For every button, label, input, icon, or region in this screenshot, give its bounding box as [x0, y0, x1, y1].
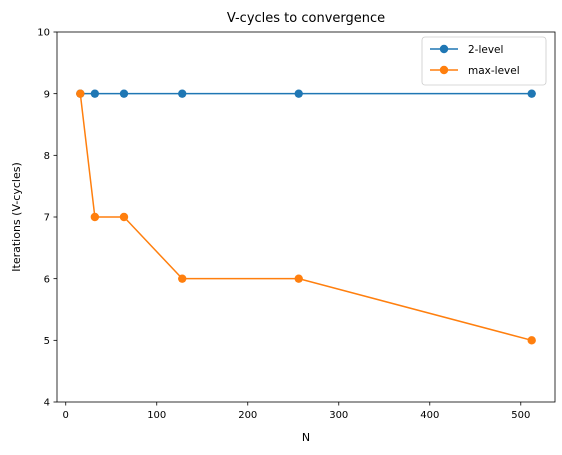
x-tick-label: 500	[511, 410, 530, 421]
axes	[56, 31, 556, 403]
legend-marker	[439, 65, 449, 75]
x-tick-label: 100	[147, 410, 166, 421]
data-point	[90, 89, 100, 98]
x-tick-label: 0	[63, 410, 69, 421]
x-tick-label: 400	[420, 410, 439, 421]
legend-marker	[439, 44, 449, 54]
plot-area	[76, 89, 536, 345]
data-point	[527, 336, 536, 345]
y-tick-label: 8	[44, 151, 50, 162]
x-axis-label: N	[302, 431, 310, 444]
legend-label: max-level	[468, 65, 520, 77]
plot-frame	[56, 31, 556, 403]
x-tick-label: 200	[238, 410, 257, 421]
legend-label: 2-level	[468, 44, 503, 56]
x-tick-label: 300	[329, 410, 348, 421]
data-point	[119, 212, 129, 222]
y-tick-label: 10	[37, 28, 50, 39]
y-tick-label: 5	[44, 336, 50, 347]
data-point	[527, 89, 536, 98]
y-tick-label: 7	[44, 213, 50, 224]
series-line-2	[79, 93, 532, 342]
data-point	[76, 89, 85, 98]
x-axis-ticks: 0 100 200 300 400 500	[63, 402, 530, 421]
data-point	[178, 274, 187, 283]
data-point	[119, 89, 129, 98]
data-point	[178, 89, 187, 98]
data-point	[294, 274, 303, 283]
y-axis-label: Iterations (V-cycles)	[10, 162, 23, 271]
y-tick-label: 6	[44, 274, 50, 285]
y-tick-label: 9	[44, 89, 50, 100]
legend: 2-level max-level	[421, 36, 547, 86]
y-tick-label: 4	[44, 398, 50, 409]
data-point	[90, 212, 100, 222]
data-point	[294, 89, 303, 98]
y-axis-ticks: 4 5 6 7 8 9 10	[37, 28, 57, 409]
chart-title: V-cycles to convergence	[227, 11, 385, 26]
